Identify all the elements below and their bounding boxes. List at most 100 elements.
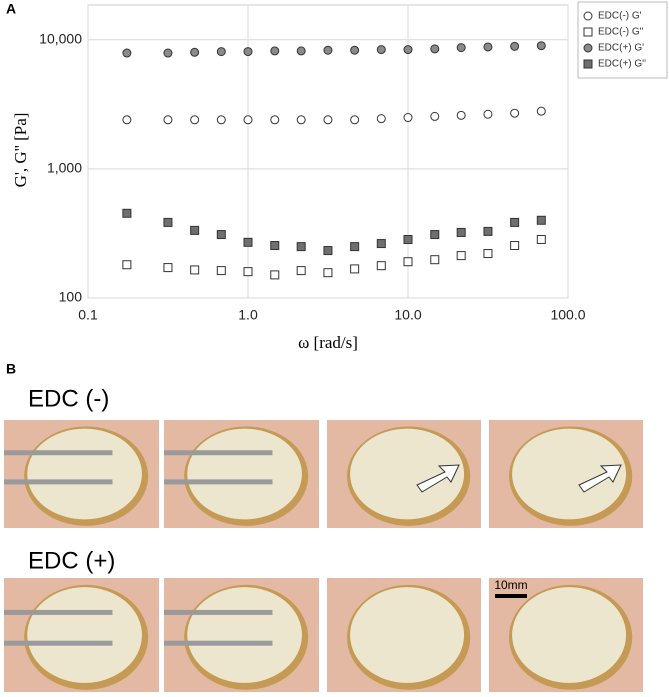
marker-circle — [536, 41, 546, 51]
gel — [350, 587, 465, 683]
gel — [27, 428, 142, 520]
forceps — [4, 609, 113, 615]
marker-circle — [243, 115, 253, 125]
forceps — [4, 640, 113, 646]
marker-square — [376, 261, 386, 271]
forceps — [164, 640, 273, 646]
marker-square — [190, 225, 200, 235]
marker-circle — [350, 115, 360, 125]
marker-square — [216, 230, 226, 240]
marker-circle — [163, 115, 173, 125]
x-tick-label: 10.0 — [394, 307, 421, 323]
marker-circle — [483, 109, 493, 119]
marker-square — [456, 227, 466, 237]
legend-label: EDC(+) G'' — [598, 59, 646, 70]
marker-square — [163, 263, 173, 273]
x-tick-label: 1.0 — [238, 307, 258, 323]
arrow — [578, 464, 622, 493]
x-tick-label: 100.0 — [550, 307, 585, 323]
marker-square — [483, 249, 493, 259]
marker-circle — [456, 43, 466, 53]
marker-square — [296, 266, 306, 276]
marker-circle — [270, 115, 280, 125]
marker-square — [350, 264, 360, 274]
marker-square — [296, 242, 306, 252]
marker-square — [243, 237, 253, 247]
marker-circle — [376, 114, 386, 124]
gel — [512, 587, 627, 683]
marker-square — [403, 257, 413, 267]
marker-square — [536, 234, 546, 244]
gel — [512, 428, 627, 520]
marker-circle — [190, 115, 200, 125]
marker-square — [583, 59, 593, 69]
marker-circle — [430, 44, 440, 54]
marker-square — [216, 266, 226, 276]
marker-circle — [403, 113, 413, 123]
gel — [187, 587, 302, 683]
marker-circle — [456, 110, 466, 120]
forceps — [4, 450, 113, 456]
arrow — [416, 464, 460, 493]
photos — [4, 420, 643, 692]
marker-square — [190, 265, 200, 275]
marker-circle — [323, 45, 333, 55]
panel-label: A — [6, 1, 16, 17]
marker-circle — [296, 46, 306, 56]
legend-box — [577, 1, 668, 79]
marker-square — [583, 27, 593, 37]
marker-circle — [122, 115, 132, 125]
marker-square — [270, 241, 280, 251]
marker-circle — [216, 47, 226, 57]
marker-square — [122, 260, 132, 270]
marker-square — [456, 251, 466, 261]
marker-square — [483, 226, 493, 236]
forceps — [164, 450, 273, 456]
legend-label: EDC(+) G' — [598, 43, 644, 54]
marker-square — [243, 267, 253, 277]
marker-circle — [583, 43, 593, 53]
marker-circle — [190, 47, 200, 57]
marker-circle — [403, 45, 413, 55]
marker-square — [163, 217, 173, 227]
marker-square — [403, 234, 413, 244]
marker-circle — [376, 45, 386, 55]
marker-circle — [536, 106, 546, 116]
row-label: EDC (+) — [28, 547, 115, 574]
marker-square — [536, 215, 546, 225]
y-tick-label: 10,000 — [39, 30, 82, 46]
marker-circle — [270, 46, 280, 56]
marker-circle — [216, 115, 226, 125]
x-tick-label: 0.1 — [78, 307, 98, 323]
marker-square — [430, 230, 440, 240]
legend-label: EDC(-) G' — [598, 11, 642, 22]
marker-square — [430, 255, 440, 265]
y-tick-label: 1,000 — [47, 160, 82, 176]
marker-square — [270, 270, 280, 280]
marker-square — [323, 268, 333, 278]
marker-square — [510, 217, 520, 227]
marker-circle — [163, 48, 173, 58]
x-axis-label: ω [rad/s] — [298, 333, 358, 352]
marker-circle — [296, 115, 306, 125]
marker-square — [510, 241, 520, 251]
marker-circle — [583, 11, 593, 21]
gel — [187, 428, 302, 520]
legend-label: EDC(-) G'' — [598, 27, 644, 38]
marker-square — [122, 208, 132, 218]
marker-circle — [510, 108, 520, 118]
marker-circle — [122, 48, 132, 58]
marker-square — [323, 246, 333, 256]
forceps — [4, 479, 113, 485]
y-tick-label: 100 — [59, 289, 83, 305]
marker-circle — [243, 47, 253, 57]
gel — [350, 428, 465, 520]
row-label: EDC (-) — [28, 385, 109, 412]
y-axis-label: G', G'' [Pa] — [11, 113, 30, 188]
marker-square — [350, 242, 360, 252]
forceps — [164, 609, 273, 615]
panel-label: B — [6, 361, 16, 377]
marker-square — [376, 239, 386, 249]
marker-circle — [483, 42, 493, 52]
marker-circle — [430, 111, 440, 121]
